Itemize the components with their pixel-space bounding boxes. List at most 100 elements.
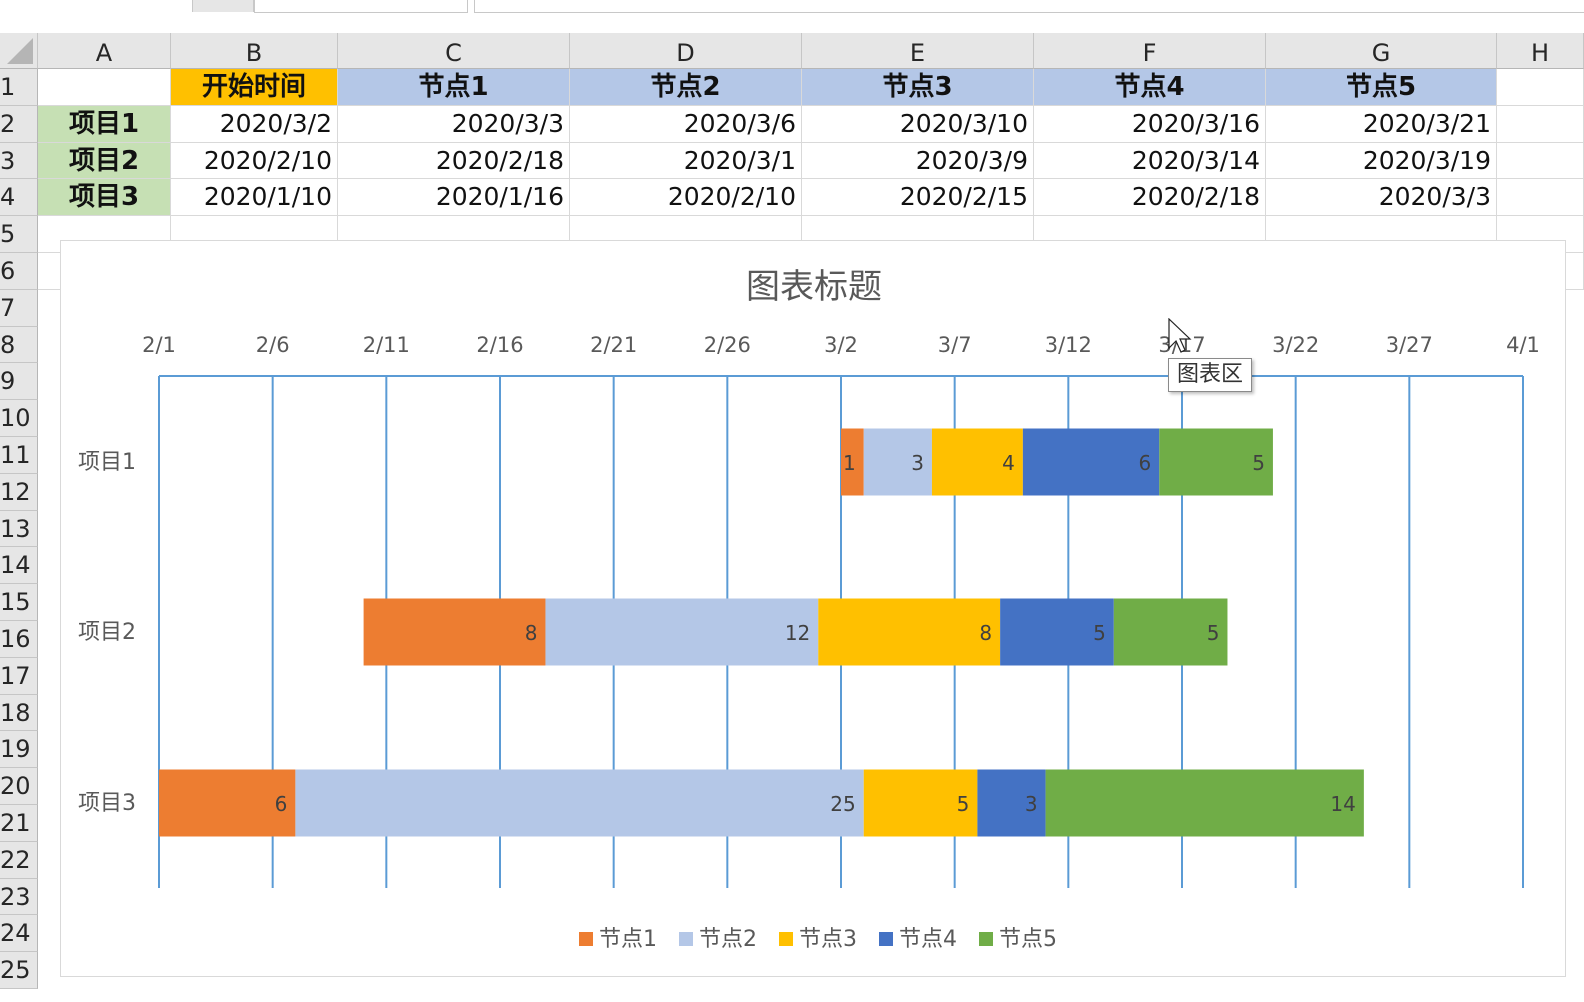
row-label-cell[interactable]: 项目1	[38, 105, 171, 143]
row-header-3[interactable]: 3	[0, 142, 38, 180]
x-tick-label: 3/12	[1045, 333, 1092, 357]
row-header-13[interactable]: 13	[0, 510, 38, 548]
row-header-5[interactable]: 5	[0, 216, 38, 253]
date-cell[interactable]: 2020/2/18	[1034, 179, 1266, 217]
bar-segment	[931, 428, 1023, 496]
chart-area[interactable]: 图表标题2/12/62/112/162/212/263/23/73/123/17…	[60, 240, 1566, 977]
legend-swatch	[979, 932, 993, 946]
x-tick-label: 3/2	[824, 333, 858, 357]
row-header-18[interactable]: 18	[0, 694, 38, 732]
date-cell[interactable]: 2020/3/21	[1266, 105, 1497, 143]
column-header-h[interactable]: H	[1497, 33, 1584, 69]
bar-segment	[1022, 428, 1160, 496]
row-header-4[interactable]: 4	[0, 179, 38, 217]
x-tick-label: 3/22	[1272, 333, 1319, 357]
date-cell[interactable]: 2020/3/16	[1034, 105, 1266, 143]
data-label: 25	[830, 792, 855, 816]
date-cell[interactable]: 2020/3/14	[1034, 142, 1266, 180]
column-header-e[interactable]: E	[802, 33, 1034, 69]
row-header-7[interactable]: 7	[0, 289, 38, 327]
data-label: 4	[1002, 451, 1015, 475]
row-header-9[interactable]: 9	[0, 363, 38, 401]
column-header-d[interactable]: D	[570, 33, 802, 69]
row-header-12[interactable]: 12	[0, 473, 38, 511]
header-cell[interactable]: 开始时间	[171, 69, 338, 106]
date-cell[interactable]: 2020/3/3	[1266, 179, 1497, 217]
grid-cell[interactable]	[1497, 179, 1584, 217]
cell-a1[interactable]	[38, 69, 171, 106]
legend-swatch	[579, 932, 593, 946]
date-cell[interactable]: 2020/3/10	[802, 105, 1034, 143]
date-cell[interactable]: 2020/2/10	[570, 179, 802, 217]
legend-swatch	[779, 932, 793, 946]
row-header-1[interactable]: 1	[0, 69, 38, 106]
chart-area-tooltip: 图表区	[1168, 358, 1252, 392]
row-header-15[interactable]: 15	[0, 584, 38, 621]
column-header-a[interactable]: A	[38, 33, 171, 69]
row-label-cell[interactable]: 项目2	[38, 142, 171, 180]
date-cell[interactable]: 2020/2/10	[171, 142, 338, 180]
column-header-f[interactable]: F	[1034, 33, 1266, 69]
header-cell[interactable]: 节点5	[1266, 69, 1497, 106]
bar-segment	[1159, 428, 1273, 496]
row-header-23[interactable]: 23	[0, 878, 38, 916]
row-header-11[interactable]: 11	[0, 437, 38, 474]
row-header-10[interactable]: 10	[0, 400, 38, 437]
name-box[interactable]	[254, 0, 468, 13]
bar-segment	[545, 598, 819, 666]
bar-segment	[1000, 598, 1114, 666]
date-cell[interactable]: 2020/2/18	[338, 142, 570, 180]
y-category-label: 项目1	[78, 450, 136, 475]
data-label: 6	[275, 792, 288, 816]
row-header-21[interactable]: 21	[0, 805, 38, 842]
grid-cell[interactable]	[1497, 142, 1584, 180]
bar-segment	[863, 428, 932, 496]
name-box-divider	[192, 0, 254, 12]
bar-segment	[841, 428, 864, 496]
legend-swatch	[679, 932, 693, 946]
formula-input[interactable]	[474, 0, 1584, 13]
date-cell[interactable]: 2020/3/3	[338, 105, 570, 143]
y-category-label: 项目2	[78, 620, 136, 645]
date-cell[interactable]: 2020/3/9	[802, 142, 1034, 180]
row-header-14[interactable]: 14	[0, 547, 38, 585]
legend-swatch	[879, 932, 893, 946]
gantt-chart[interactable]: 图表标题2/12/62/112/162/212/263/23/73/123/17…	[61, 241, 1567, 978]
chart-title: 图表标题	[746, 267, 882, 307]
date-cell[interactable]: 2020/1/10	[171, 179, 338, 217]
row-header-6[interactable]: 6	[0, 253, 38, 290]
column-header-b[interactable]: B	[171, 33, 338, 69]
bar-segment	[1045, 769, 1364, 837]
header-cell[interactable]: 节点4	[1034, 69, 1266, 106]
header-cell[interactable]: 节点2	[570, 69, 802, 106]
row-header-20[interactable]: 20	[0, 768, 38, 805]
grid-cell[interactable]	[1497, 69, 1584, 106]
row-header-16[interactable]: 16	[0, 621, 38, 658]
legend-label: 节点3	[799, 927, 857, 952]
grid-cell[interactable]	[1497, 105, 1584, 143]
x-tick-label: 3/7	[938, 333, 972, 357]
row-label-cell[interactable]: 项目3	[38, 179, 171, 217]
date-cell[interactable]: 2020/2/15	[802, 179, 1034, 217]
date-cell[interactable]: 2020/3/6	[570, 105, 802, 143]
date-cell[interactable]: 2020/3/19	[1266, 142, 1497, 180]
column-header-c[interactable]: C	[338, 33, 570, 69]
row-header-2[interactable]: 2	[0, 105, 38, 143]
bar-segment	[295, 769, 864, 837]
header-cell[interactable]: 节点1	[338, 69, 570, 106]
row-header-19[interactable]: 19	[0, 731, 38, 769]
date-cell[interactable]: 2020/1/16	[338, 179, 570, 217]
bar-segment	[159, 769, 296, 837]
column-header-g[interactable]: G	[1266, 33, 1497, 69]
row-header-22[interactable]: 22	[0, 841, 38, 879]
row-header-17[interactable]: 17	[0, 657, 38, 695]
row-header-24[interactable]: 24	[0, 915, 38, 953]
header-cell[interactable]: 节点3	[802, 69, 1034, 106]
date-cell[interactable]: 2020/3/1	[570, 142, 802, 180]
date-cell[interactable]: 2020/3/2	[171, 105, 338, 143]
row-header-8[interactable]: 8	[0, 326, 38, 364]
data-label: 5	[957, 792, 970, 816]
select-all-button[interactable]	[0, 33, 38, 69]
row-header-25[interactable]: 25	[0, 952, 38, 989]
mouse-cursor-icon	[1168, 318, 1192, 353]
